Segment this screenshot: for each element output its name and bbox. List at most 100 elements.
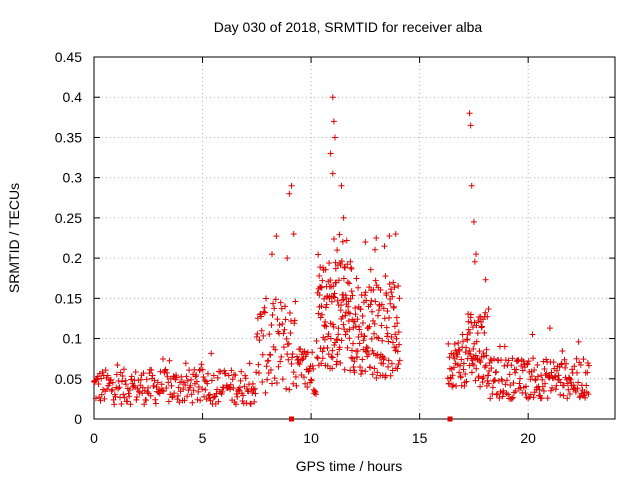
data-point [318,284,325,291]
data-point [326,259,333,266]
data-point [288,317,295,324]
data-point [120,366,127,373]
data-point [174,396,181,403]
data-point [458,356,465,363]
data-point [540,387,547,394]
data-point [217,368,224,375]
data-point [166,357,173,364]
data-point [375,335,382,342]
data-point [527,376,534,383]
data-point [479,379,486,386]
data-point [387,372,394,379]
data-point [361,292,368,299]
data-point [351,318,358,325]
data-point [387,300,394,307]
data-point [282,316,289,323]
data-point [371,320,378,327]
data-point [460,360,467,367]
data-point [473,251,480,258]
data-point [449,372,456,379]
data-point [290,380,297,387]
data-point [333,361,340,368]
data-point [348,288,355,295]
data-point [339,313,346,320]
data-point [584,369,591,376]
data-point [301,374,308,381]
data-point [93,376,100,383]
data-point [346,310,353,317]
data-point [227,386,234,393]
data-point [508,395,515,402]
data-point [147,392,154,399]
data-point [309,349,316,356]
data-point [561,356,568,363]
data-point [481,364,488,371]
data-point [485,306,492,313]
data-point [385,338,392,345]
data-point [175,392,182,399]
data-point [282,303,289,310]
data-point [463,378,470,385]
data-point [483,352,490,359]
data-point [192,373,199,380]
data-point [251,398,258,405]
x-tick-label: 10 [303,430,319,446]
data-point [468,369,475,376]
data-point [464,336,471,343]
data-point [327,335,334,342]
data-point [340,321,347,328]
data-point [522,383,529,390]
data-point [524,361,531,368]
data-point [350,324,357,331]
data-point [553,382,560,389]
data-point [268,322,275,329]
data-point [481,329,488,336]
data-point [280,344,287,351]
data-point [242,372,249,379]
data-point [215,398,222,405]
data-point [356,326,363,333]
data-point [206,391,213,398]
data-point [188,391,195,398]
data-point [319,277,326,284]
data-point [195,383,202,390]
data-point [395,361,402,368]
data-point [388,333,395,340]
data-point [490,355,497,362]
data-point [330,323,337,330]
data-point [475,373,482,380]
data-point [255,369,262,376]
data-point [327,150,334,157]
data-point [241,383,248,390]
data-point [390,279,397,286]
data-point [207,397,214,404]
data-point [272,296,279,303]
data-point [152,400,159,407]
data-point [362,239,369,246]
data-point [359,319,366,326]
data-point [277,299,284,306]
data-point [329,321,336,328]
data-point [288,360,295,367]
data-point [315,251,322,258]
data-point [242,375,249,382]
data-point [120,391,127,398]
data-point [266,331,273,338]
data-point [278,305,285,312]
data-point [365,351,372,358]
data-point [479,323,486,330]
data-point [181,397,188,404]
data-point [287,330,294,337]
data-point [244,387,251,394]
data-point [324,344,331,351]
data-point [504,377,511,384]
data-point [457,374,464,381]
data-point [552,373,559,380]
data-point [482,309,489,316]
data-point [267,367,274,374]
data-point [525,358,532,365]
data-point [290,369,297,376]
data-point [348,354,355,361]
data-point [125,390,132,397]
data-point [355,284,362,291]
